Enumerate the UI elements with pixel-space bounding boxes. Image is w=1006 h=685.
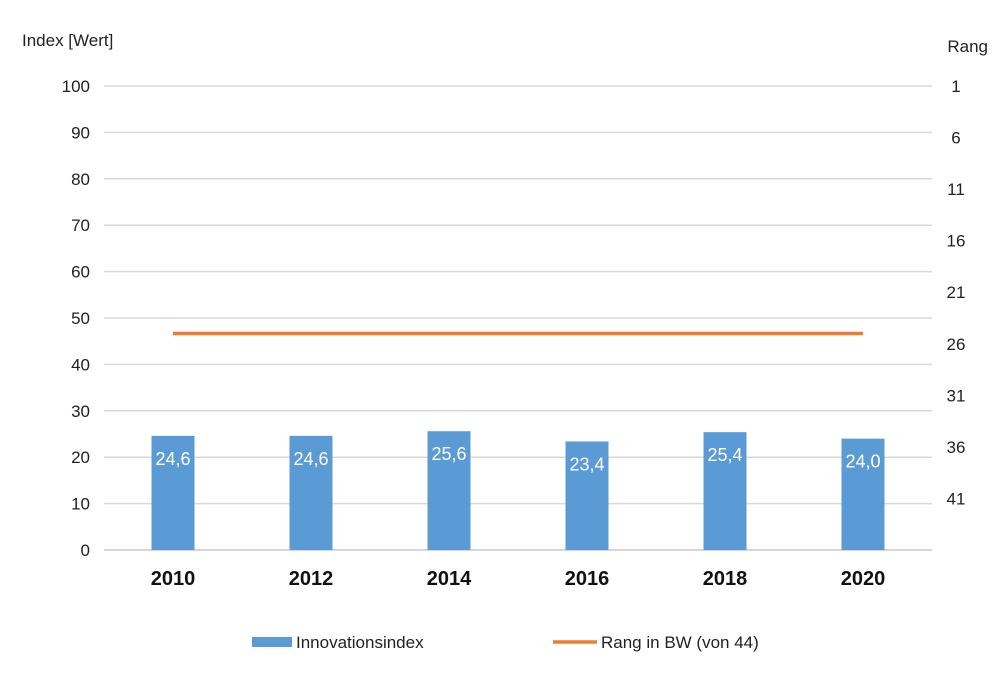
data-label: 25,4 — [707, 445, 742, 465]
data-label: 25,6 — [431, 444, 466, 464]
y2-tick-label: 21 — [947, 283, 966, 302]
legend-label: Rang in BW (von 44) — [601, 633, 759, 652]
legend: Innovationsindex Rang in BW (von 44) — [252, 633, 759, 652]
y-tick-label: 80 — [71, 170, 90, 189]
y2-tick-label: 41 — [947, 489, 966, 508]
y2-axis-title: Rang — [947, 37, 988, 56]
x-tick-label: 2014 — [427, 568, 472, 590]
data-label: 24,6 — [293, 449, 328, 469]
x-axis-ticks: 2010 2012 2014 2016 2018 2020 — [151, 568, 886, 590]
y-tick-label: 0 — [81, 541, 90, 560]
y-tick-label: 50 — [71, 309, 90, 328]
bar — [151, 435, 195, 550]
y-axis-title: Index [Wert] — [22, 31, 113, 50]
data-label: 23,4 — [569, 454, 604, 474]
y2-tick-label: 31 — [947, 386, 966, 405]
y-tick-label: 100 — [62, 77, 90, 96]
data-labels: 24,6 24,6 25,6 23,4 25,4 24,0 — [155, 444, 880, 474]
data-label: 24,6 — [155, 449, 190, 469]
y-tick-label: 60 — [71, 263, 90, 282]
bar — [565, 441, 609, 550]
y-axis-left-ticks: 0 10 20 30 40 50 60 70 80 90 100 — [62, 77, 90, 560]
y-tick-label: 20 — [71, 448, 90, 467]
bar — [289, 435, 333, 550]
y2-tick-label: 16 — [947, 232, 966, 251]
y-tick-label: 90 — [71, 123, 90, 142]
legend-swatch-bar — [252, 637, 292, 647]
legend-label: Innovationsindex — [296, 633, 424, 652]
bars — [151, 431, 885, 550]
bar — [841, 438, 885, 550]
x-tick-label: 2010 — [151, 568, 196, 590]
y2-tick-label: 11 — [947, 180, 965, 199]
x-tick-label: 2016 — [565, 568, 610, 590]
bar — [703, 432, 747, 550]
gridlines — [104, 85, 932, 551]
y2-tick-label: 26 — [947, 335, 966, 354]
y2-tick-label: 36 — [947, 438, 966, 457]
y-tick-label: 10 — [71, 495, 90, 514]
x-tick-label: 2012 — [289, 568, 334, 590]
data-label: 24,0 — [845, 452, 880, 472]
y-tick-label: 40 — [71, 355, 90, 374]
y-tick-label: 30 — [71, 402, 90, 421]
y2-tick-label: 6 — [951, 129, 960, 148]
y-tick-label: 70 — [71, 216, 90, 235]
x-tick-label: 2018 — [703, 568, 748, 590]
y2-tick-label: 1 — [951, 77, 960, 96]
bar — [427, 431, 471, 550]
x-tick-label: 2020 — [841, 568, 886, 590]
